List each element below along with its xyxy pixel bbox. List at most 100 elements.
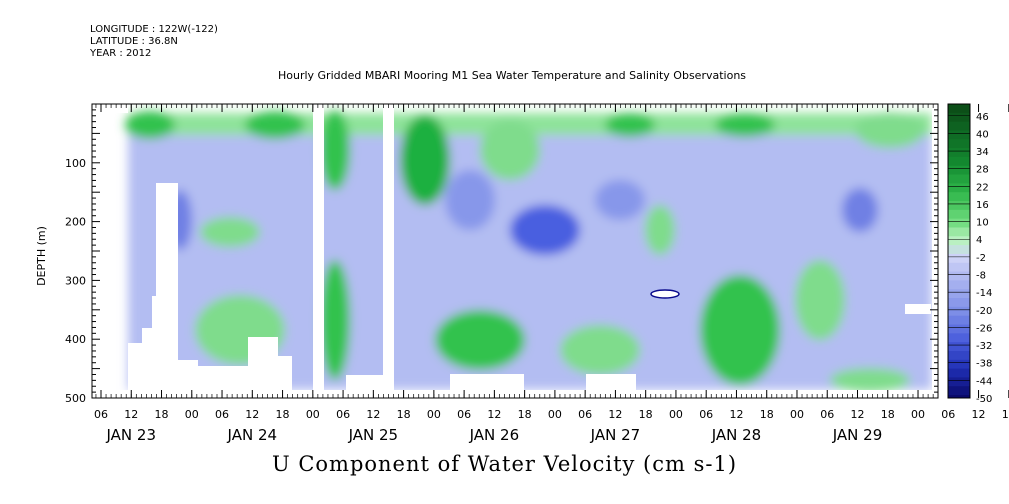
x-hour-label: 12 xyxy=(851,408,865,421)
colorbar-segment xyxy=(948,350,970,361)
colorbar-segment xyxy=(948,359,970,370)
x-hour-label: 18 xyxy=(276,408,290,421)
colorbar-label: -8 xyxy=(976,271,986,282)
x-day-label: JAN 27 xyxy=(590,426,641,444)
colorbar-segment xyxy=(948,298,970,308)
colorbar-label: -14 xyxy=(976,288,992,299)
x-hour-label: 12 xyxy=(487,408,501,421)
x-hour-label: 12 xyxy=(124,408,138,421)
x-day-label: JAN 26 xyxy=(469,426,520,444)
x-hour-label: 18 xyxy=(155,408,169,421)
colorbar-segment xyxy=(948,156,970,167)
colorbar-segment xyxy=(948,306,970,317)
x-hour-label: 12 xyxy=(608,408,622,421)
colorbar-segment xyxy=(948,245,970,255)
x-day-label: JAN 29 xyxy=(832,426,883,444)
x-axis-label: U Component of Water Velocity (cm s-1) xyxy=(271,452,738,476)
colorbar-label: 28 xyxy=(976,165,989,176)
x-day-label: JAN 24 xyxy=(227,426,278,444)
x-hour-label: 00 xyxy=(548,408,562,421)
colorbar-label: 40 xyxy=(976,129,989,140)
x-hour-label: 18 xyxy=(639,408,653,421)
x-hour-label: 06 xyxy=(941,408,955,421)
colorbar-label: 46 xyxy=(976,112,989,123)
colorbar-segment xyxy=(948,280,970,290)
y-tick-label: 400 xyxy=(65,333,86,346)
y-tick-label: 200 xyxy=(65,216,86,229)
colorbar-label: -50 xyxy=(976,394,992,405)
y-axis-label: DEPTH (m) xyxy=(35,226,48,286)
colorbar-label: -2 xyxy=(976,253,986,264)
x-hour-label: 00 xyxy=(790,408,804,421)
colorbar-segment xyxy=(948,236,970,246)
x-hour-label: 06 xyxy=(94,408,108,421)
x-hour-label: 00 xyxy=(911,408,925,421)
heatmap-field xyxy=(92,104,938,398)
colorbar: 46 40 34 28 22 16 10 4 -2 -8 -14 -20 -26 -32 -38 -44 -50 xyxy=(947,103,992,405)
colorbar-segment xyxy=(948,218,970,228)
x-hour-label: 00 xyxy=(669,408,683,421)
colorbar-segment xyxy=(948,333,970,343)
year-label: YEAR : 2012 xyxy=(90,48,152,59)
x-hour-label: 18 xyxy=(1002,408,1009,421)
latitude-label: LATITUDE : 36.8N xyxy=(90,36,178,47)
y-tick-label: 100 xyxy=(65,157,86,170)
colorbar-label: 22 xyxy=(976,182,989,193)
colorbar-segment xyxy=(948,253,970,264)
colorbar-segment xyxy=(948,227,970,237)
x-hour-label: 18 xyxy=(760,408,774,421)
colorbar-label: -20 xyxy=(976,306,992,317)
x-hour-label: 12 xyxy=(972,408,986,421)
x-day-label: JAN 25 xyxy=(348,426,399,444)
x-hour-label: 12 xyxy=(245,408,259,421)
longitude-label: LONGITUDE : 122W(-122) xyxy=(90,24,218,35)
y-tick-label: 300 xyxy=(65,274,86,287)
chart-title: Hourly Gridded MBARI Mooring M1 Sea Wate… xyxy=(277,69,747,82)
x-hour-label: 00 xyxy=(427,408,441,421)
colorbar-segment xyxy=(948,377,970,387)
colorbar-segment xyxy=(948,183,970,193)
colorbar-segment xyxy=(948,395,970,399)
colorbar-segment xyxy=(948,112,970,123)
colorbar-segment xyxy=(948,121,970,131)
colorbar-segment xyxy=(948,192,970,202)
colorbar-segment xyxy=(948,271,970,281)
colorbar-label: -44 xyxy=(976,376,992,387)
colorbar-segment xyxy=(948,315,970,325)
colorbar-segment xyxy=(948,324,970,334)
colorbar-segment xyxy=(948,262,970,273)
x-hour-label: 18 xyxy=(518,408,532,421)
colorbar-segment xyxy=(948,368,970,378)
colorbar-segment xyxy=(948,165,970,176)
colorbar-segment xyxy=(948,148,970,158)
x-hour-label: 06 xyxy=(820,408,834,421)
colorbar-label: -38 xyxy=(976,359,992,370)
x-day-label: JAN 23 xyxy=(106,426,157,444)
y-tick-label: 500 xyxy=(65,392,86,405)
colorbar-segment xyxy=(948,289,970,299)
x-day-label: JAN 28 xyxy=(711,426,762,444)
x-hour-label: 00 xyxy=(306,408,320,421)
colorbar-segment xyxy=(948,342,970,352)
colorbar-segment xyxy=(948,130,970,140)
x-hour-label: 06 xyxy=(578,408,592,421)
x-hour-label: 00 xyxy=(185,408,199,421)
x-hour-label: 06 xyxy=(457,408,471,421)
x-hour-label: 18 xyxy=(397,408,411,421)
colorbar-segment xyxy=(948,139,970,149)
colorbar-segment xyxy=(948,174,970,184)
x-hour-label: 12 xyxy=(729,408,743,421)
colorbar-label: 16 xyxy=(976,200,989,211)
x-hour-label: 06 xyxy=(699,408,713,421)
colorbar-label: -26 xyxy=(976,323,992,334)
colorbar-label: 10 xyxy=(976,218,989,229)
colorbar-segment xyxy=(948,201,970,211)
x-hour-label: 12 xyxy=(366,408,380,421)
colorbar-segment xyxy=(948,104,970,114)
colorbar-label: -32 xyxy=(976,341,992,352)
colorbar-segment xyxy=(948,209,970,220)
colorbar-label: 4 xyxy=(976,235,982,246)
colorbar-label: 34 xyxy=(976,147,989,158)
x-hour-label: 18 xyxy=(881,408,895,421)
